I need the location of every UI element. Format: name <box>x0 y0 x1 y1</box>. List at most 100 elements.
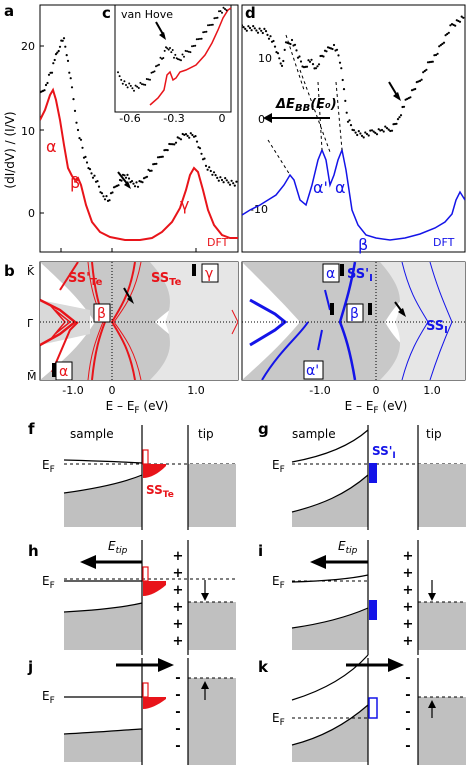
c-stm-data <box>117 6 228 92</box>
data-dot <box>174 141 178 144</box>
data-dot <box>375 133 379 136</box>
data-dot <box>359 132 362 135</box>
data-dot <box>385 127 389 130</box>
data-dot <box>399 114 403 117</box>
data-dot <box>150 169 153 172</box>
data-dot <box>108 199 111 202</box>
panel-g: g sample tip EF SS'I <box>258 420 466 530</box>
data-dot <box>180 59 182 62</box>
data-dot <box>253 27 256 30</box>
data-dot <box>345 111 348 114</box>
data-dot <box>354 131 357 134</box>
data-dot <box>199 37 201 40</box>
charge-marker: + <box>403 549 414 564</box>
data-dot <box>50 71 54 74</box>
y-axis-label: (dI/dV) / (I/V) <box>3 111 17 188</box>
data-dot <box>97 185 101 188</box>
data-dot <box>127 177 131 180</box>
data-dot <box>171 49 174 51</box>
data-dot <box>264 30 268 33</box>
f-ss-label: SSTe <box>146 483 174 500</box>
data-dot <box>308 60 312 63</box>
g-tip-label: tip <box>426 427 442 441</box>
d-dft-curve <box>242 147 465 241</box>
data-dot <box>162 57 165 59</box>
data-dot <box>132 182 135 185</box>
data-dot <box>263 27 266 30</box>
data-dot <box>171 143 174 146</box>
h-ef-label: EF <box>42 574 55 591</box>
e-label-ss: SSI <box>426 319 448 336</box>
data-dot <box>166 149 169 152</box>
data-dot <box>431 60 434 63</box>
panel-d-label: d <box>245 4 256 22</box>
data-dot <box>233 184 236 187</box>
data-dot <box>260 29 263 32</box>
data-dot <box>178 58 181 61</box>
data-dot <box>370 129 374 132</box>
data-dot <box>136 185 140 188</box>
charge-marker: + <box>403 600 414 615</box>
charge-marker: - <box>405 722 410 737</box>
charge-marker: + <box>403 634 414 649</box>
data-dot <box>379 129 382 132</box>
e-xtick-1: 1.0 <box>423 384 441 397</box>
charge-marker: - <box>175 739 180 754</box>
data-dot <box>252 25 255 28</box>
data-dot <box>65 54 68 57</box>
data-dot <box>207 24 209 27</box>
b-ytick-K: K̄ <box>27 265 35 278</box>
data-dot <box>136 85 139 88</box>
a-stm-data <box>40 37 238 202</box>
data-dot <box>225 9 228 12</box>
data-dot <box>316 65 319 68</box>
data-dot <box>66 59 70 63</box>
data-dot <box>389 129 392 133</box>
data-dot <box>203 31 206 33</box>
h-etip-label: Etip <box>108 539 128 556</box>
c-title: van Hove <box>121 8 173 21</box>
data-dot <box>47 73 51 76</box>
data-dot <box>325 50 328 53</box>
charge-marker: - <box>405 705 410 720</box>
charge-marker: + <box>173 583 184 598</box>
e-xtick-neg1: -1.0 <box>309 384 330 397</box>
data-dot <box>128 82 131 85</box>
data-dot <box>208 166 211 169</box>
panel-f-label: f <box>28 420 35 438</box>
charge-marker: - <box>405 671 410 686</box>
data-dot <box>295 49 298 52</box>
data-dot <box>255 29 258 32</box>
data-dot <box>183 55 185 58</box>
data-dot <box>299 60 303 63</box>
charge-marker: - <box>175 671 180 686</box>
data-dot <box>447 31 450 34</box>
panel-j: j EF - - - - - <box>27 658 236 765</box>
panel-f: f sample tip EF SSTe <box>28 420 236 530</box>
data-dot <box>181 132 184 136</box>
i-ef-label: EF <box>272 574 285 591</box>
data-dot <box>135 181 138 184</box>
e-surface-states <box>249 262 453 380</box>
data-dot <box>121 82 124 85</box>
svg-text:SS'I: SS'I <box>347 267 373 284</box>
a-dft-label: DFT <box>207 236 229 249</box>
charge-marker: - <box>405 739 410 754</box>
data-dot <box>139 81 142 84</box>
data-dot <box>145 175 149 178</box>
data-dot <box>192 45 195 47</box>
data-dot <box>88 168 92 171</box>
data-dot <box>454 24 457 27</box>
data-dot <box>230 179 233 182</box>
data-dot <box>84 155 87 158</box>
b-label-ss: SSTe <box>151 271 182 288</box>
data-dot <box>169 47 171 49</box>
charge-marker: + <box>403 617 414 632</box>
data-dot <box>311 63 315 66</box>
e-alpha-label: α <box>326 266 335 282</box>
data-dot <box>133 185 137 188</box>
data-dot <box>317 63 321 66</box>
data-dot <box>256 31 260 34</box>
data-dot <box>149 78 151 81</box>
data-dot <box>418 79 422 82</box>
